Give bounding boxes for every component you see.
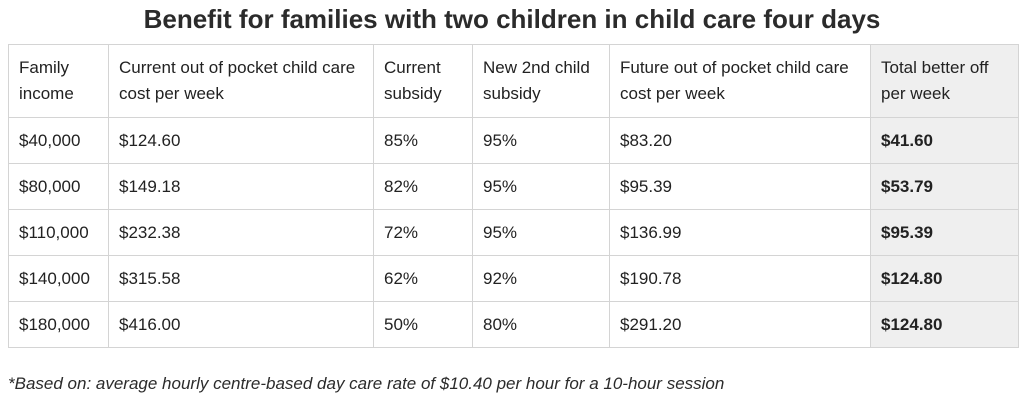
header-new-subsidy: New 2nd child subsidy [472,44,610,118]
cell-current-subsidy: 72% [373,209,473,256]
cell-current-cost: $149.18 [108,163,374,210]
header-total-better-off: Total better off per week [870,44,1019,118]
table-row: $140,000 $315.58 62% 92% $190.78 $124.80 [8,255,1019,302]
cell-total-better-off: $124.80 [870,301,1019,348]
header-current-cost: Current out of pocket child care cost pe… [108,44,374,118]
benefit-table: Family income Current out of pocket chil… [8,44,1019,348]
table-row: $180,000 $416.00 50% 80% $291.20 $124.80 [8,301,1019,348]
cell-new-subsidy: 80% [472,301,610,348]
cell-future-cost: $95.39 [609,163,871,210]
cell-family-income: $110,000 [8,209,109,256]
cell-total-better-off: $124.80 [870,255,1019,302]
table-row: $40,000 $124.60 85% 95% $83.20 $41.60 [8,117,1019,164]
cell-future-cost: $291.20 [609,301,871,348]
cell-current-subsidy: 85% [373,117,473,164]
cell-family-income: $80,000 [8,163,109,210]
cell-current-subsidy: 50% [373,301,473,348]
table-row: $80,000 $149.18 82% 95% $95.39 $53.79 [8,163,1019,210]
cell-current-subsidy: 62% [373,255,473,302]
table-header: Family income Current out of pocket chil… [8,44,1019,118]
cell-future-cost: $190.78 [609,255,871,302]
header-family-income: Family income [8,44,109,118]
cell-new-subsidy: 92% [472,255,610,302]
cell-current-cost: $416.00 [108,301,374,348]
cell-family-income: $180,000 [8,301,109,348]
cell-family-income: $40,000 [8,117,109,164]
cell-total-better-off: $41.60 [870,117,1019,164]
cell-new-subsidy: 95% [472,163,610,210]
header-current-subsidy: Current subsidy [373,44,473,118]
table-row: $110,000 $232.38 72% 95% $136.99 $95.39 [8,209,1019,256]
header-future-cost: Future out of pocket child care cost per… [609,44,871,118]
cell-new-subsidy: 95% [472,117,610,164]
cell-future-cost: $136.99 [609,209,871,256]
cell-total-better-off: $95.39 [870,209,1019,256]
header-row: Family income Current out of pocket chil… [8,44,1019,118]
cell-family-income: $140,000 [8,255,109,302]
cell-new-subsidy: 95% [472,209,610,256]
cell-current-cost: $232.38 [108,209,374,256]
cell-current-cost: $124.60 [108,117,374,164]
footnote: *Based on: average hourly centre-based d… [8,374,725,393]
table-title: Benefit for families with two children i… [143,4,881,34]
cell-future-cost: $83.20 [609,117,871,164]
cell-total-better-off: $53.79 [870,163,1019,210]
cell-current-cost: $315.58 [108,255,374,302]
table-body: $40,000 $124.60 85% 95% $83.20 $41.60 $8… [8,117,1019,348]
cell-current-subsidy: 82% [373,163,473,210]
